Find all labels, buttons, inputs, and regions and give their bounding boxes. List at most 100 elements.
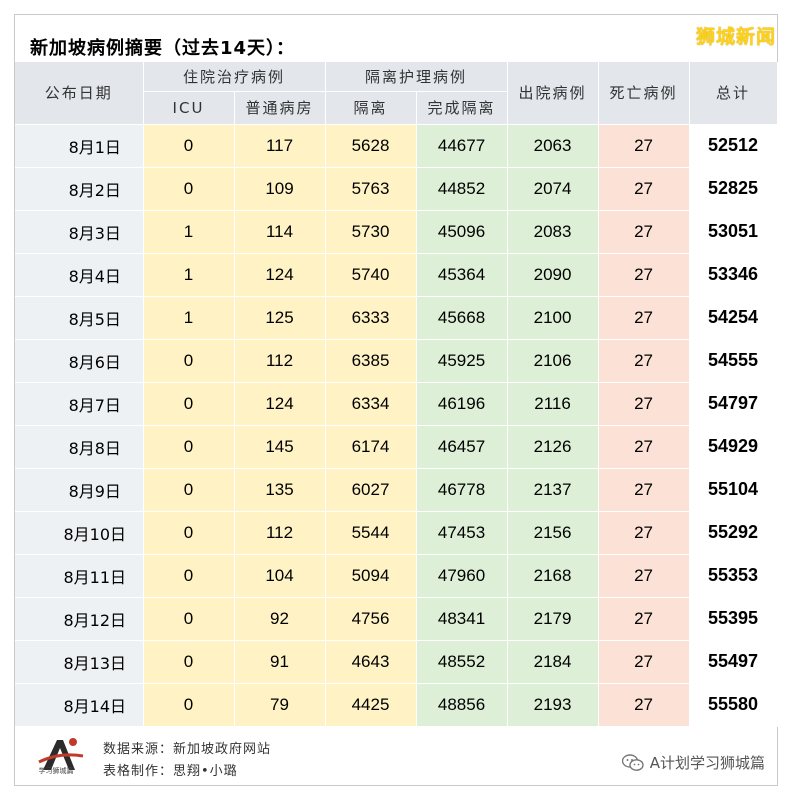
cell-completed: 46457 <box>416 425 508 469</box>
cell-ward: 125 <box>234 296 326 340</box>
cell-icu: 0 <box>143 597 235 641</box>
cell-total: 55395 <box>689 597 778 641</box>
cell-discharged: 2106 <box>507 339 599 383</box>
cell-discharged: 2179 <box>507 597 599 641</box>
cell-deaths: 27 <box>598 554 690 598</box>
data-source: 数据来源：新加坡政府网站 <box>103 742 272 757</box>
cell-total: 54797 <box>689 382 778 426</box>
cell-discharged: 2100 <box>507 296 599 340</box>
cell-completed: 48341 <box>416 597 508 641</box>
cell-date: 8月10日 <box>15 511 144 555</box>
cell-isolation: 6385 <box>325 339 417 383</box>
cell-date: 8月7日 <box>15 382 144 426</box>
cell-deaths: 27 <box>598 683 690 727</box>
cell-ward: 114 <box>234 210 326 254</box>
cell-ward: 109 <box>234 167 326 211</box>
made-by: 表格制作：思翔•小璐 <box>103 764 238 779</box>
cell-date: 8月12日 <box>15 597 144 641</box>
cell-discharged: 2156 <box>507 511 599 555</box>
cell-icu: 0 <box>143 468 235 512</box>
cell-deaths: 27 <box>598 382 690 426</box>
cell-deaths: 27 <box>598 597 690 641</box>
header-ward: 普通病房 <box>234 91 326 125</box>
cell-date: 8月11日 <box>15 554 144 598</box>
cell-discharged: 2083 <box>507 210 599 254</box>
cell-deaths: 27 <box>598 339 690 383</box>
cell-total: 55580 <box>689 683 778 727</box>
cell-ward: 112 <box>234 511 326 555</box>
cell-completed: 47960 <box>416 554 508 598</box>
cell-isolation: 4756 <box>325 597 417 641</box>
cell-deaths: 27 <box>598 640 690 684</box>
cell-discharged: 2168 <box>507 554 599 598</box>
cell-icu: 1 <box>143 210 235 254</box>
table-row: 8月3日 1 114 5730 45096 2083 27 53051 <box>15 210 778 254</box>
cell-ward: 117 <box>234 124 326 168</box>
brand-watermark: 狮城新闻 <box>695 26 776 48</box>
cell-ward: 145 <box>234 425 326 469</box>
table-row: 8月11日 0 104 5094 47960 2168 27 55353 <box>15 554 778 598</box>
header-discharged: 出院病例 <box>507 62 599 125</box>
page-title: 新加坡病例摘要（过去14天）： <box>30 38 296 59</box>
wechat-account-name: A计划学习狮城篇 <box>649 754 765 772</box>
cell-deaths: 27 <box>598 124 690 168</box>
logo-text: 学习狮城篇 <box>38 767 74 775</box>
cell-completed: 44852 <box>416 167 508 211</box>
cell-icu: 0 <box>143 124 235 168</box>
table-row: 8月7日 0 124 6334 46196 2116 27 54797 <box>15 382 778 426</box>
cell-completed: 48856 <box>416 683 508 727</box>
cell-deaths: 27 <box>598 425 690 469</box>
case-summary-table: 公布日期 住院治疗病例 隔离护理病例 出院病例 死亡病例 总计 ICU 普通病房… <box>15 62 778 727</box>
header-total: 总计 <box>689 62 778 125</box>
cell-completed: 45096 <box>416 210 508 254</box>
table-row: 8月1日 0 117 5628 44677 2063 27 52512 <box>15 124 778 168</box>
cell-icu: 0 <box>143 339 235 383</box>
table-row: 8月2日 0 109 5763 44852 2074 27 52825 <box>15 167 778 211</box>
cell-completed: 48552 <box>416 640 508 684</box>
cell-date: 8月1日 <box>15 124 144 168</box>
cell-total: 55497 <box>689 640 778 684</box>
cell-date: 8月6日 <box>15 339 144 383</box>
cell-total: 54555 <box>689 339 778 383</box>
cell-total: 54929 <box>689 425 778 469</box>
header-isolation-group: 隔离护理病例 <box>325 62 508 92</box>
cell-icu: 0 <box>143 167 235 211</box>
header-completed: 完成隔离 <box>416 91 508 125</box>
cell-deaths: 27 <box>598 511 690 555</box>
cell-ward: 79 <box>234 683 326 727</box>
header-icu: ICU <box>143 91 235 125</box>
cell-date: 8月3日 <box>15 210 144 254</box>
table-row: 8月12日 0 92 4756 48341 2179 27 55395 <box>15 597 778 641</box>
footer: 学习狮城篇 数据来源：新加坡政府网站 表格制作：思翔•小璐 A计划学习狮城篇 <box>15 728 777 784</box>
table-body: 8月1日 0 117 5628 44677 2063 27 52512 8月2日 0 109 5763… <box>15 124 778 727</box>
header-date: 公布日期 <box>15 62 144 125</box>
wechat-icon <box>621 753 644 772</box>
cell-completed: 45364 <box>416 253 508 297</box>
cell-completed: 44677 <box>416 124 508 168</box>
cell-ward: 91 <box>234 640 326 684</box>
cell-discharged: 2137 <box>507 468 599 512</box>
cell-deaths: 27 <box>598 468 690 512</box>
cell-isolation: 6027 <box>325 468 417 512</box>
table-row: 8月14日 0 79 4425 48856 2193 27 55580 <box>15 683 778 727</box>
cell-isolation: 5628 <box>325 124 417 168</box>
cell-ward: 124 <box>234 382 326 426</box>
cell-isolation: 5740 <box>325 253 417 297</box>
cell-date: 8月5日 <box>15 296 144 340</box>
cell-date: 8月2日 <box>15 167 144 211</box>
cell-total: 53346 <box>689 253 778 297</box>
cell-icu: 0 <box>143 382 235 426</box>
cell-deaths: 27 <box>598 253 690 297</box>
cell-isolation: 4425 <box>325 683 417 727</box>
cell-ward: 92 <box>234 597 326 641</box>
table-row: 8月5日 1 125 6333 45668 2100 27 54254 <box>15 296 778 340</box>
cell-total: 52825 <box>689 167 778 211</box>
cell-date: 8月8日 <box>15 425 144 469</box>
table-row: 8月13日 0 91 4643 48552 2184 27 55497 <box>15 640 778 684</box>
cell-discharged: 2063 <box>507 124 599 168</box>
cell-isolation: 6333 <box>325 296 417 340</box>
table-row: 8月10日 0 112 5544 47453 2156 27 55292 <box>15 511 778 555</box>
cell-date: 8月4日 <box>15 253 144 297</box>
cell-icu: 1 <box>143 253 235 297</box>
cell-total: 52512 <box>689 124 778 168</box>
